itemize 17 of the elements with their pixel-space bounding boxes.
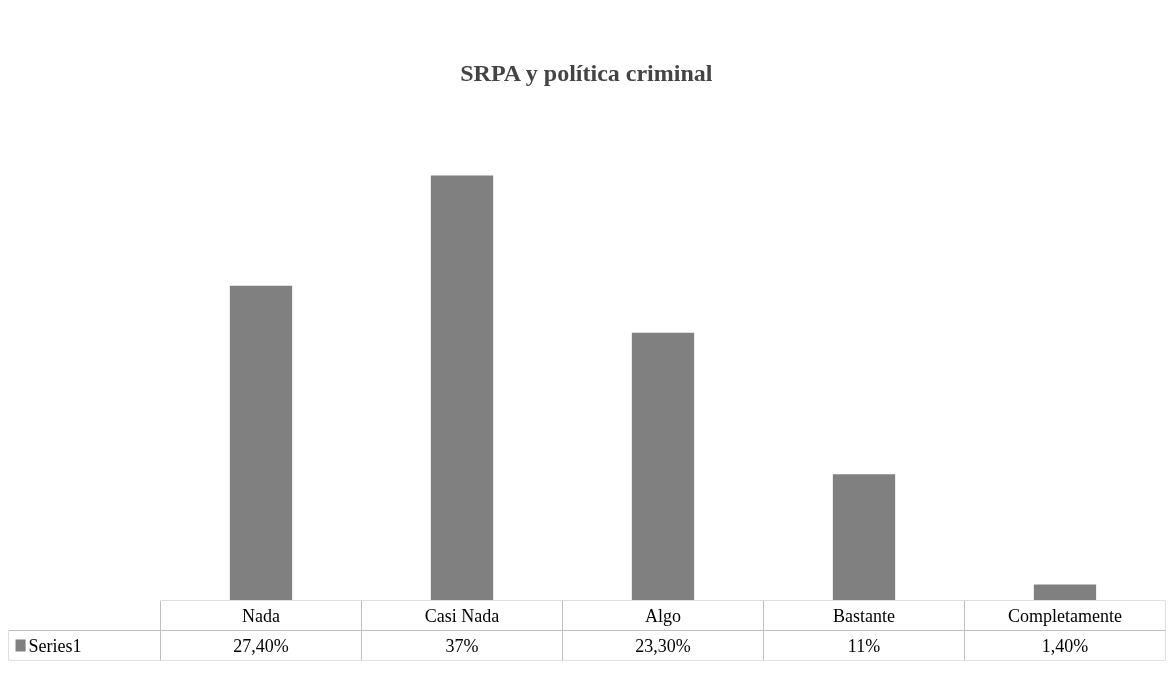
x-tick-label: Bastante <box>833 605 895 626</box>
data-label: 11% <box>847 635 881 656</box>
bar <box>631 332 695 600</box>
bar <box>832 474 896 600</box>
chart-title: SRPA y política criminal <box>460 59 713 86</box>
x-tick-label: Casi Nada <box>424 605 500 626</box>
data-label: 23,30% <box>635 635 691 656</box>
bar <box>1033 584 1097 600</box>
legend-label: Series1 <box>28 635 82 656</box>
bar <box>430 175 494 600</box>
data-label: 1,40% <box>1041 635 1089 656</box>
x-tick-label: Algo <box>645 605 681 626</box>
data-label: 37% <box>445 635 479 656</box>
data-label: 27,40% <box>233 635 289 656</box>
bar <box>229 285 293 600</box>
x-tick-label: Nada <box>242 605 280 626</box>
x-tick-label: Completamente <box>1008 605 1122 626</box>
